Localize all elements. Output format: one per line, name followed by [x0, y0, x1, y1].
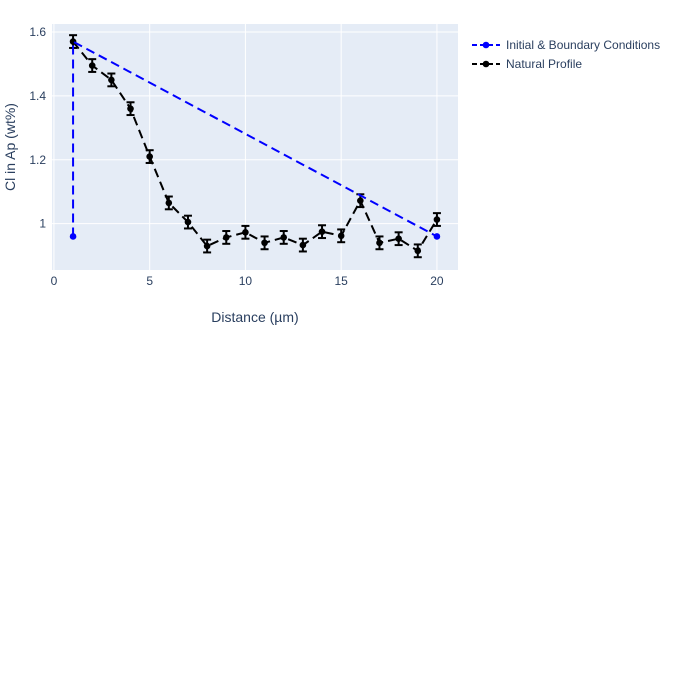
legend-label: Natural Profile [506, 57, 582, 71]
data-point [146, 153, 153, 160]
x-tick-label: 10 [239, 274, 253, 288]
data-point [203, 242, 211, 250]
plot-background [52, 24, 458, 270]
y-tick-label: 1.6 [29, 25, 46, 39]
legend-swatch-marker [482, 41, 490, 49]
series-layer [69, 34, 441, 259]
series-line [72, 39, 438, 238]
legend: Initial & Boundary Conditions Natural Pro… [472, 38, 660, 71]
series-initial-boundary [69, 39, 441, 240]
legend-item: Initial & Boundary Conditions [472, 38, 660, 52]
grid-lines [52, 24, 458, 270]
y-axis-title: Cl in Ap (wt%) [2, 103, 18, 191]
data-point [165, 199, 173, 207]
x-tick-label: 0 [51, 274, 58, 288]
data-point [222, 234, 230, 241]
data-point [395, 235, 402, 242]
data-point [242, 229, 249, 236]
data-point [318, 228, 326, 235]
y-tick-label: 1.2 [29, 153, 46, 167]
data-point [108, 76, 115, 84]
data-point [433, 216, 441, 223]
data-point [433, 233, 441, 240]
x-axis-title: Distance (µm) [211, 309, 298, 325]
data-point [127, 105, 134, 112]
data-point [280, 234, 288, 241]
data-point [88, 62, 96, 69]
y-tick-label: 1.4 [29, 89, 46, 103]
data-point [414, 247, 422, 255]
legend-item: Natural Profile [472, 57, 582, 71]
data-point [261, 239, 268, 247]
x-tick-label: 15 [334, 274, 348, 288]
data-point [184, 218, 192, 226]
data-point [357, 197, 364, 204]
legend-label: Initial & Boundary Conditions [506, 38, 660, 52]
legend-swatch-marker [482, 60, 490, 68]
y-tick-label: 1 [39, 217, 46, 231]
series-line [72, 40, 438, 253]
data-point [337, 232, 345, 240]
axes: 0 5 10 15 20 1 1.2 1.4 1.6 [29, 25, 444, 288]
data-point [299, 241, 307, 249]
series-natural-profile [69, 34, 441, 259]
data-point [69, 233, 77, 240]
data-point [376, 239, 383, 247]
x-tick-label: 20 [430, 274, 444, 288]
x-tick-label: 5 [146, 274, 153, 288]
